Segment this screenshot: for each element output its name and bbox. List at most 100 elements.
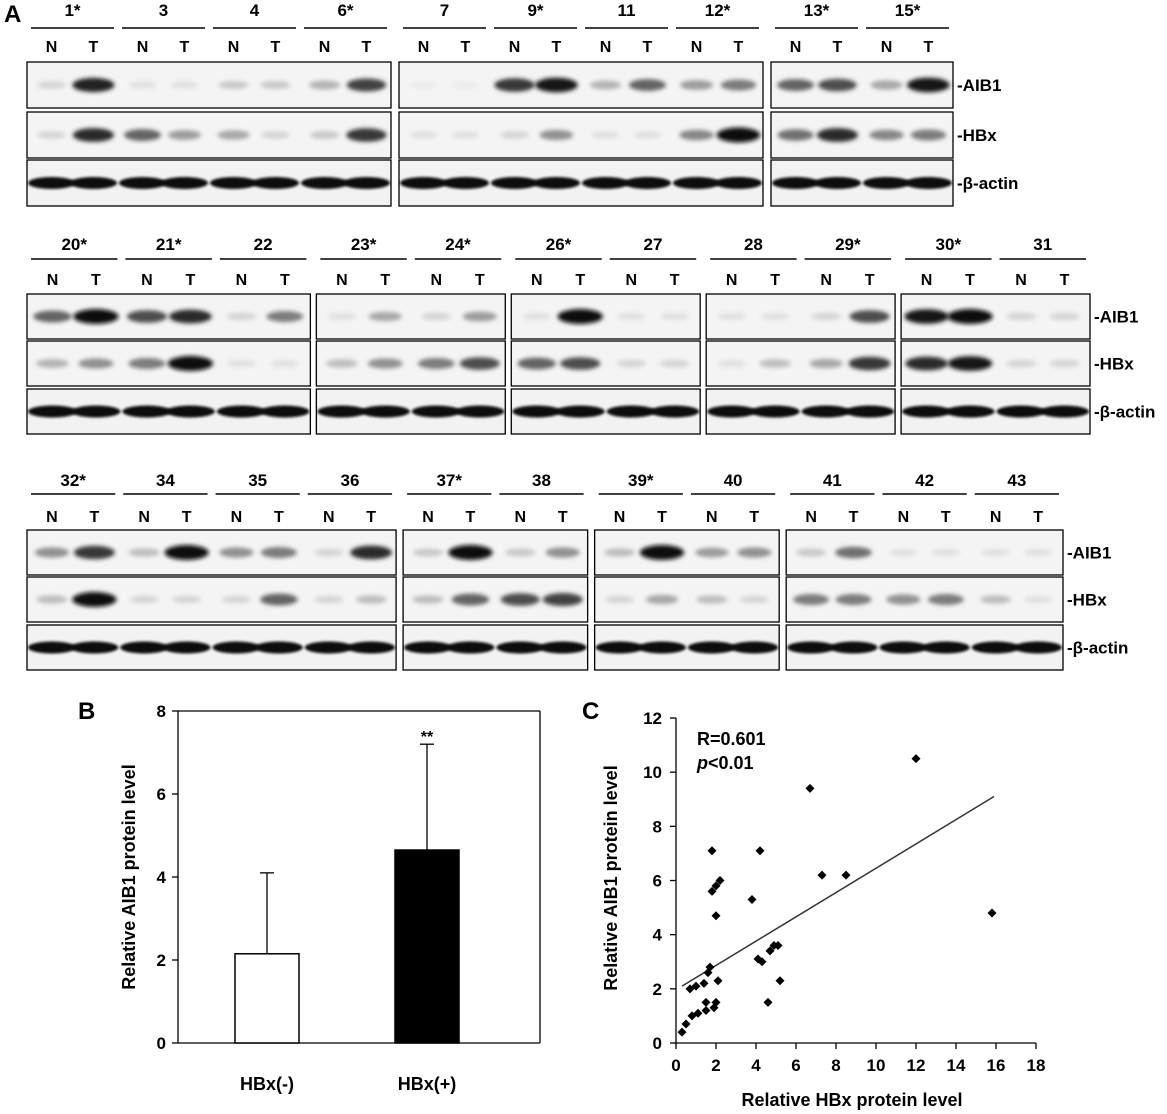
bar — [394, 849, 460, 1044]
lane-label-normal: N — [514, 509, 526, 526]
band-aib1 — [73, 545, 115, 560]
sample-label: 7 — [440, 1, 449, 20]
data-point — [691, 981, 701, 991]
band-aib1 — [717, 312, 747, 321]
data-point — [841, 870, 851, 880]
band-actin — [829, 641, 878, 654]
blot-box-hbx — [785, 576, 1064, 623]
band-hbx — [542, 593, 583, 606]
lane-label-tumor: T — [734, 39, 744, 56]
band-hbx — [314, 595, 344, 604]
lane-label-normal: N — [46, 39, 58, 56]
western-blot-panel: 1* N T 3 N T 4 N T 6* N T 7 N T 9* N T 11 N T 12* N T 13* N T 15* N T… — [26, 1, 1155, 671]
data-point — [711, 881, 721, 891]
band-actin — [411, 405, 461, 418]
lane-label-tumor: T — [362, 39, 372, 56]
lane-label-tumor: T — [941, 509, 951, 526]
band-aib1 — [811, 312, 842, 321]
x-tick-label: 10 — [867, 1056, 886, 1075]
lane-label-tumor: T — [466, 509, 476, 526]
band-aib1 — [350, 545, 393, 560]
band-aib1 — [314, 548, 344, 557]
band-hbx — [167, 130, 201, 140]
band-hbx — [128, 358, 166, 369]
band-hbx — [167, 356, 214, 371]
band-hbx — [809, 358, 843, 369]
lane-label-tumor: T — [552, 39, 562, 56]
sample-label: 31 — [1033, 235, 1052, 254]
band-hbx — [355, 595, 387, 604]
band-actin — [69, 177, 118, 189]
x-tick-label: 14 — [947, 1056, 966, 1075]
data-point — [773, 941, 783, 950]
band-actin — [555, 405, 605, 418]
band-hbx — [816, 128, 859, 142]
band-hbx — [910, 129, 947, 141]
band-aib1 — [266, 311, 304, 322]
lane-label-normal: N — [726, 272, 738, 289]
band-aib1 — [164, 545, 209, 560]
band-actin — [730, 641, 779, 654]
band-aib1 — [412, 548, 444, 557]
band-aib1 — [796, 548, 827, 557]
band-actin — [707, 405, 757, 418]
band-hbx — [777, 129, 814, 141]
band-aib1 — [128, 81, 157, 89]
y-tick-label: 8 — [157, 702, 166, 721]
lane-label-normal: N — [231, 509, 243, 526]
band-aib1 — [505, 548, 536, 557]
band-hbx — [309, 130, 340, 140]
band-aib1 — [818, 78, 857, 92]
sample-label: 22 — [254, 235, 273, 254]
data-point — [699, 978, 709, 988]
data-point — [747, 894, 757, 904]
panel-label-c: C — [582, 698, 599, 725]
band-actin — [404, 641, 452, 654]
band-actin — [971, 641, 1020, 654]
band-hbx — [947, 356, 993, 371]
data-point — [763, 997, 773, 1007]
band-hbx — [346, 128, 387, 142]
band-aib1 — [72, 77, 115, 93]
band-hbx — [500, 593, 540, 606]
band-aib1 — [169, 309, 212, 324]
band-actin — [512, 405, 562, 418]
band-hbx — [270, 359, 300, 368]
x-tick-label: 8 — [831, 1056, 840, 1075]
data-point — [705, 962, 715, 972]
band-actin — [455, 405, 505, 418]
band-hbx — [1049, 359, 1080, 368]
band-hbx — [409, 131, 438, 139]
lane-label-tumor: T — [91, 272, 101, 289]
sample-label: 35 — [248, 471, 267, 490]
y-tick-label: 10 — [643, 763, 662, 782]
band-actin — [251, 177, 300, 189]
data-point — [713, 976, 723, 986]
band-actin — [996, 405, 1046, 418]
band-actin — [260, 405, 310, 418]
x-category-label: HBx(+) — [398, 1074, 457, 1094]
lane-label-normal: N — [881, 39, 893, 56]
sample-label: 39* — [628, 471, 654, 490]
lane-label-tumor: T — [461, 39, 471, 56]
band-actin — [27, 405, 78, 418]
band-aib1 — [128, 548, 160, 557]
band-actin — [801, 405, 851, 418]
x-tick-label: 6 — [791, 1056, 800, 1075]
lane-label-tumor: T — [1060, 272, 1070, 289]
band-aib1 — [628, 79, 666, 91]
lane-label-tumor: T — [749, 509, 759, 526]
lane-label-tumor: T — [849, 509, 859, 526]
band-actin — [879, 641, 928, 654]
blot-box-aib1 — [785, 529, 1064, 576]
band-actin — [813, 177, 862, 189]
lane-label-tumor: T — [366, 509, 376, 526]
data-point — [701, 997, 711, 1007]
lane-label-normal: N — [1015, 272, 1027, 289]
band-actin — [750, 405, 800, 418]
lane-label-tumor: T — [575, 272, 585, 289]
lane-label-tumor: T — [643, 39, 653, 56]
band-actin — [714, 177, 763, 189]
band-aib1 — [126, 310, 168, 323]
